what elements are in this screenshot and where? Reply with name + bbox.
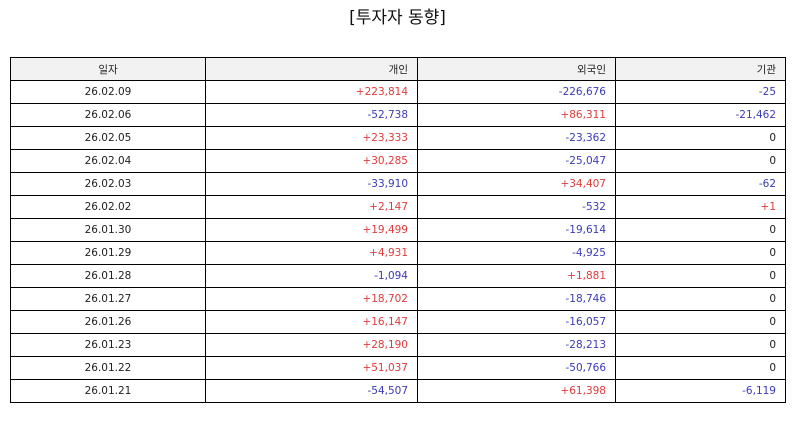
cell-individual: -1,094: [205, 264, 418, 288]
cell-institution: -6,119: [615, 379, 786, 403]
table-row: 26.01.27 +18,702 -18,746 0: [10, 287, 786, 311]
cell-date: 26.01.26: [10, 310, 206, 334]
cell-date: 26.02.06: [10, 103, 206, 127]
column-header-date: 일자: [10, 57, 206, 81]
cell-foreign: -23,362: [417, 126, 616, 150]
cell-date: 26.01.28: [10, 264, 206, 288]
table-row: 26.01.26 +16,147 -16,057 0: [10, 310, 786, 334]
cell-institution: 0: [615, 149, 786, 173]
cell-individual: -54,507: [205, 379, 418, 403]
cell-individual: +51,037: [205, 356, 418, 380]
cell-foreign: +86,311: [417, 103, 616, 127]
cell-individual: +223,814: [205, 80, 418, 104]
cell-institution: 0: [615, 287, 786, 311]
table-row: 26.01.30 +19,499 -19,614 0: [10, 218, 786, 242]
cell-foreign: -16,057: [417, 310, 616, 334]
table-row: 26.01.23 +28,190 -28,213 0: [10, 333, 786, 357]
cell-individual: +16,147: [205, 310, 418, 334]
investor-trend-table: 일자 개인 외국인 기관 26.02.09 +223,814 -226,676 -25…: [10, 57, 786, 403]
cell-institution: -62: [615, 172, 786, 196]
cell-institution: 0: [615, 310, 786, 334]
column-header-foreign: 외국인: [417, 57, 616, 81]
table-row: 26.02.02 +2,147 -532 +1: [10, 195, 786, 219]
cell-foreign: -532: [417, 195, 616, 219]
table-header: 일자 개인 외국인 기관: [10, 57, 786, 81]
cell-institution: 0: [615, 264, 786, 288]
page-title: [투자자 동향]: [349, 8, 446, 28]
cell-individual: -52,738: [205, 103, 418, 127]
cell-individual: +2,147: [205, 195, 418, 219]
cell-date: 26.01.23: [10, 333, 206, 357]
cell-date: 26.02.03: [10, 172, 206, 196]
cell-individual: +4,931: [205, 241, 418, 265]
cell-institution: 0: [615, 333, 786, 357]
table-row: 26.02.05 +23,333 -23,362 0: [10, 126, 786, 150]
table-row: 26.01.21 -54,507 +61,398 -6,119: [10, 379, 786, 403]
cell-date: 26.01.29: [10, 241, 206, 265]
cell-foreign: -50,766: [417, 356, 616, 380]
cell-institution: -25: [615, 80, 786, 104]
cell-institution: 0: [615, 356, 786, 380]
cell-date: 26.02.02: [10, 195, 206, 219]
cell-institution: 0: [615, 126, 786, 150]
cell-foreign: -28,213: [417, 333, 616, 357]
cell-individual: +18,702: [205, 287, 418, 311]
cell-date: 26.01.30: [10, 218, 206, 242]
cell-institution: +1: [615, 195, 786, 219]
cell-foreign: -25,047: [417, 149, 616, 173]
cell-foreign: -226,676: [417, 80, 616, 104]
table-row: 26.02.03 -33,910 +34,407 -62: [10, 172, 786, 196]
cell-date: 26.02.04: [10, 149, 206, 173]
table-row: 26.02.06 -52,738 +86,311 -21,462: [10, 103, 786, 127]
table-row: 26.02.04 +30,285 -25,047 0: [10, 149, 786, 173]
cell-foreign: +61,398: [417, 379, 616, 403]
cell-date: 26.02.09: [10, 80, 206, 104]
header-row: 일자 개인 외국인 기관: [10, 57, 786, 81]
table-row: 26.01.29 +4,931 -4,925 0: [10, 241, 786, 265]
cell-foreign: +1,881: [417, 264, 616, 288]
column-header-individual: 개인: [205, 57, 418, 81]
table-row: 26.02.09 +223,814 -226,676 -25: [10, 80, 786, 104]
cell-individual: +28,190: [205, 333, 418, 357]
column-header-institution: 기관: [615, 57, 786, 81]
cell-foreign: -18,746: [417, 287, 616, 311]
cell-individual: +30,285: [205, 149, 418, 173]
cell-institution: -21,462: [615, 103, 786, 127]
table-row: 26.01.22 +51,037 -50,766 0: [10, 356, 786, 380]
cell-institution: 0: [615, 241, 786, 265]
cell-date: 26.01.27: [10, 287, 206, 311]
table-row: 26.01.28 -1,094 +1,881 0: [10, 264, 786, 288]
cell-institution: 0: [615, 218, 786, 242]
cell-date: 26.01.22: [10, 356, 206, 380]
cell-individual: -33,910: [205, 172, 418, 196]
cell-foreign: -19,614: [417, 218, 616, 242]
cell-individual: +19,499: [205, 218, 418, 242]
cell-foreign: -4,925: [417, 241, 616, 265]
cell-date: 26.01.21: [10, 379, 206, 403]
cell-individual: +23,333: [205, 126, 418, 150]
table-body: 26.02.09 +223,814 -226,676 -25 26.02.06 -52,7…: [10, 80, 786, 403]
cell-date: 26.02.05: [10, 126, 206, 150]
cell-foreign: +34,407: [417, 172, 616, 196]
